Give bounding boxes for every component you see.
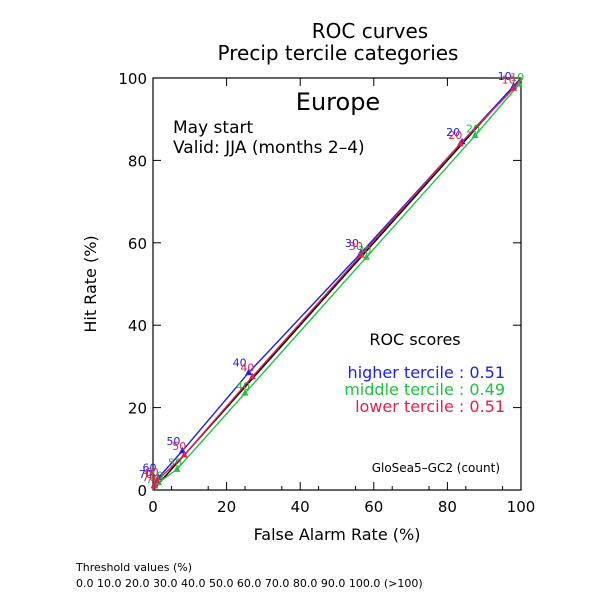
start-label: May start (173, 118, 253, 138)
roc-score-lower-tercile: lower tercile : 0.51 (355, 397, 505, 416)
valid-label: Valid: JJA (months 2–4) (173, 138, 365, 158)
point-label: 40 (240, 362, 254, 375)
point-label: 50 (166, 435, 180, 448)
point-label: 30 (349, 240, 363, 253)
point-label: 10 (502, 73, 516, 86)
roc-scores-title: ROC scores (369, 330, 460, 349)
y-tick-label: 60 (128, 235, 147, 253)
threshold-title: Threshold values (%) (76, 561, 193, 574)
x-tick-label: 20 (217, 498, 236, 516)
y-tick-label: 40 (128, 317, 147, 335)
data-point (248, 372, 256, 380)
x-tick-label: 40 (291, 498, 310, 516)
data-point (153, 476, 161, 484)
data-point (173, 465, 181, 472)
roc-score-higher-tercile: higher tercile : 0.51 (348, 363, 505, 382)
point-label: 60 (150, 470, 164, 483)
chart-title: ROC curves (312, 19, 428, 43)
data-point (241, 389, 249, 396)
roc-score-middle-tercile: middle tercile : 0.49 (344, 380, 505, 399)
data-point (357, 251, 365, 258)
point-label: 10 (498, 70, 512, 83)
chart-subtitle: Precip tercile categories (218, 41, 459, 65)
y-tick-label: 100 (118, 70, 147, 88)
point-label: 40 (233, 357, 247, 370)
data-point (180, 450, 188, 458)
data-point (245, 368, 253, 376)
x-tick-label: 0 (148, 498, 158, 516)
point-label: 30 (345, 237, 359, 250)
data-point (362, 253, 370, 260)
point-label: 20 (466, 123, 480, 136)
x-tick-label: 100 (507, 498, 536, 516)
threshold-values: 0.0 10.0 20.0 30.0 40.0 50.0 60.0 70.0 8… (76, 577, 423, 590)
point-label: 10 (510, 71, 524, 84)
y-tick-label: 80 (128, 152, 147, 170)
data-point (510, 84, 518, 91)
point-label: 20 (446, 126, 460, 139)
data-point (456, 139, 464, 147)
x-tick-label: 60 (364, 498, 383, 516)
y-tick-label: 0 (137, 482, 147, 500)
point-label: 70 (142, 471, 156, 484)
y-tick-label: 20 (128, 400, 147, 418)
model-label: GloSea5–GC2 (count) (372, 461, 500, 475)
x-axis-label: False Alarm Rate (%) (254, 525, 421, 544)
point-label: 20 (448, 129, 462, 142)
point-label: 60 (143, 462, 157, 475)
point-label: 50 (172, 440, 186, 453)
plot-frame (152, 77, 522, 491)
x-tick-label: 80 (438, 498, 457, 516)
region-label: Europe (296, 88, 380, 116)
data-point (471, 131, 479, 139)
y-axis-label: Hit Rate (%) (81, 235, 100, 332)
point-label: 70 (139, 468, 153, 481)
data-point (515, 80, 523, 87)
data-point (150, 481, 158, 489)
point-label: 60 (145, 466, 159, 479)
